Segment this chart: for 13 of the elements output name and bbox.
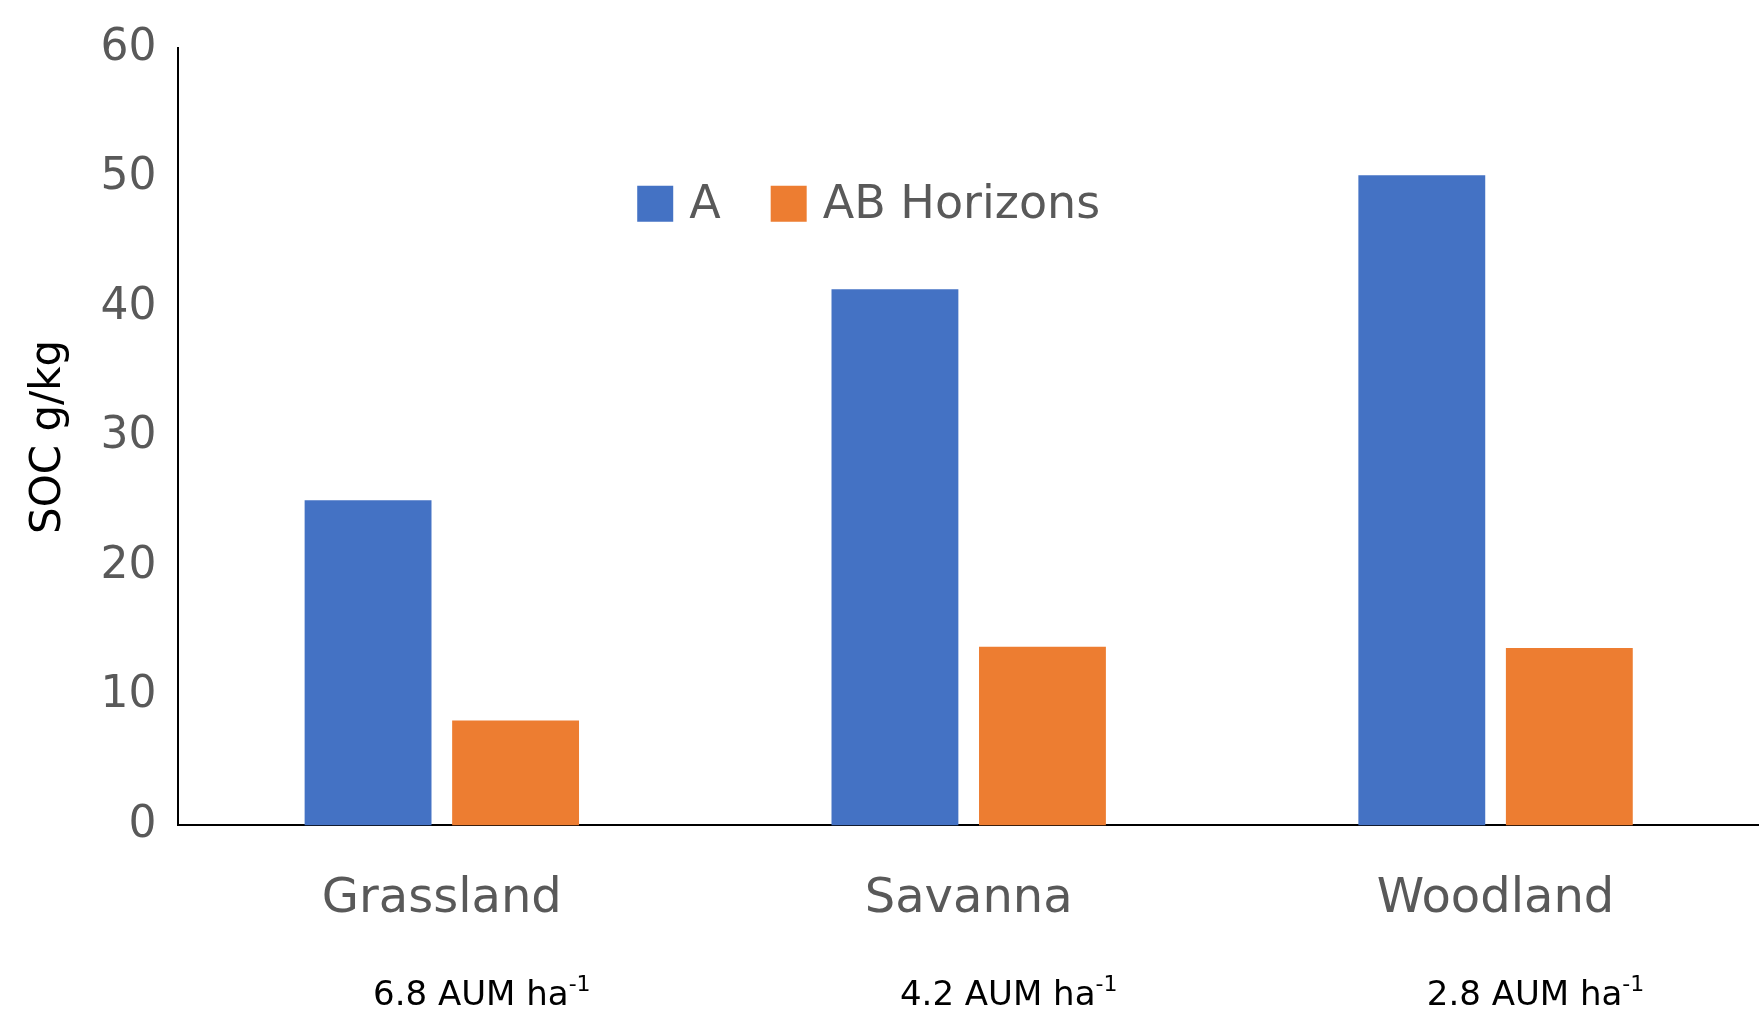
y-tick-label: 0 [128, 795, 157, 847]
x-tick-label: Savanna [864, 866, 1073, 923]
y-tick-label: 40 [100, 277, 157, 329]
y-tick-label: 50 [100, 148, 157, 200]
legend-label: A [689, 174, 722, 229]
x-tick-label: Grassland [321, 866, 562, 923]
legend-label: AB Horizons [822, 174, 1101, 229]
x-tick-label: Woodland [1376, 866, 1615, 923]
y-tick-label: 10 [100, 666, 157, 718]
y-axis-title: SOC g/kg [21, 339, 71, 534]
y-tick-label: 30 [100, 407, 157, 459]
y-tick-label: 60 [100, 18, 157, 70]
y-tick-label: 20 [100, 536, 157, 588]
